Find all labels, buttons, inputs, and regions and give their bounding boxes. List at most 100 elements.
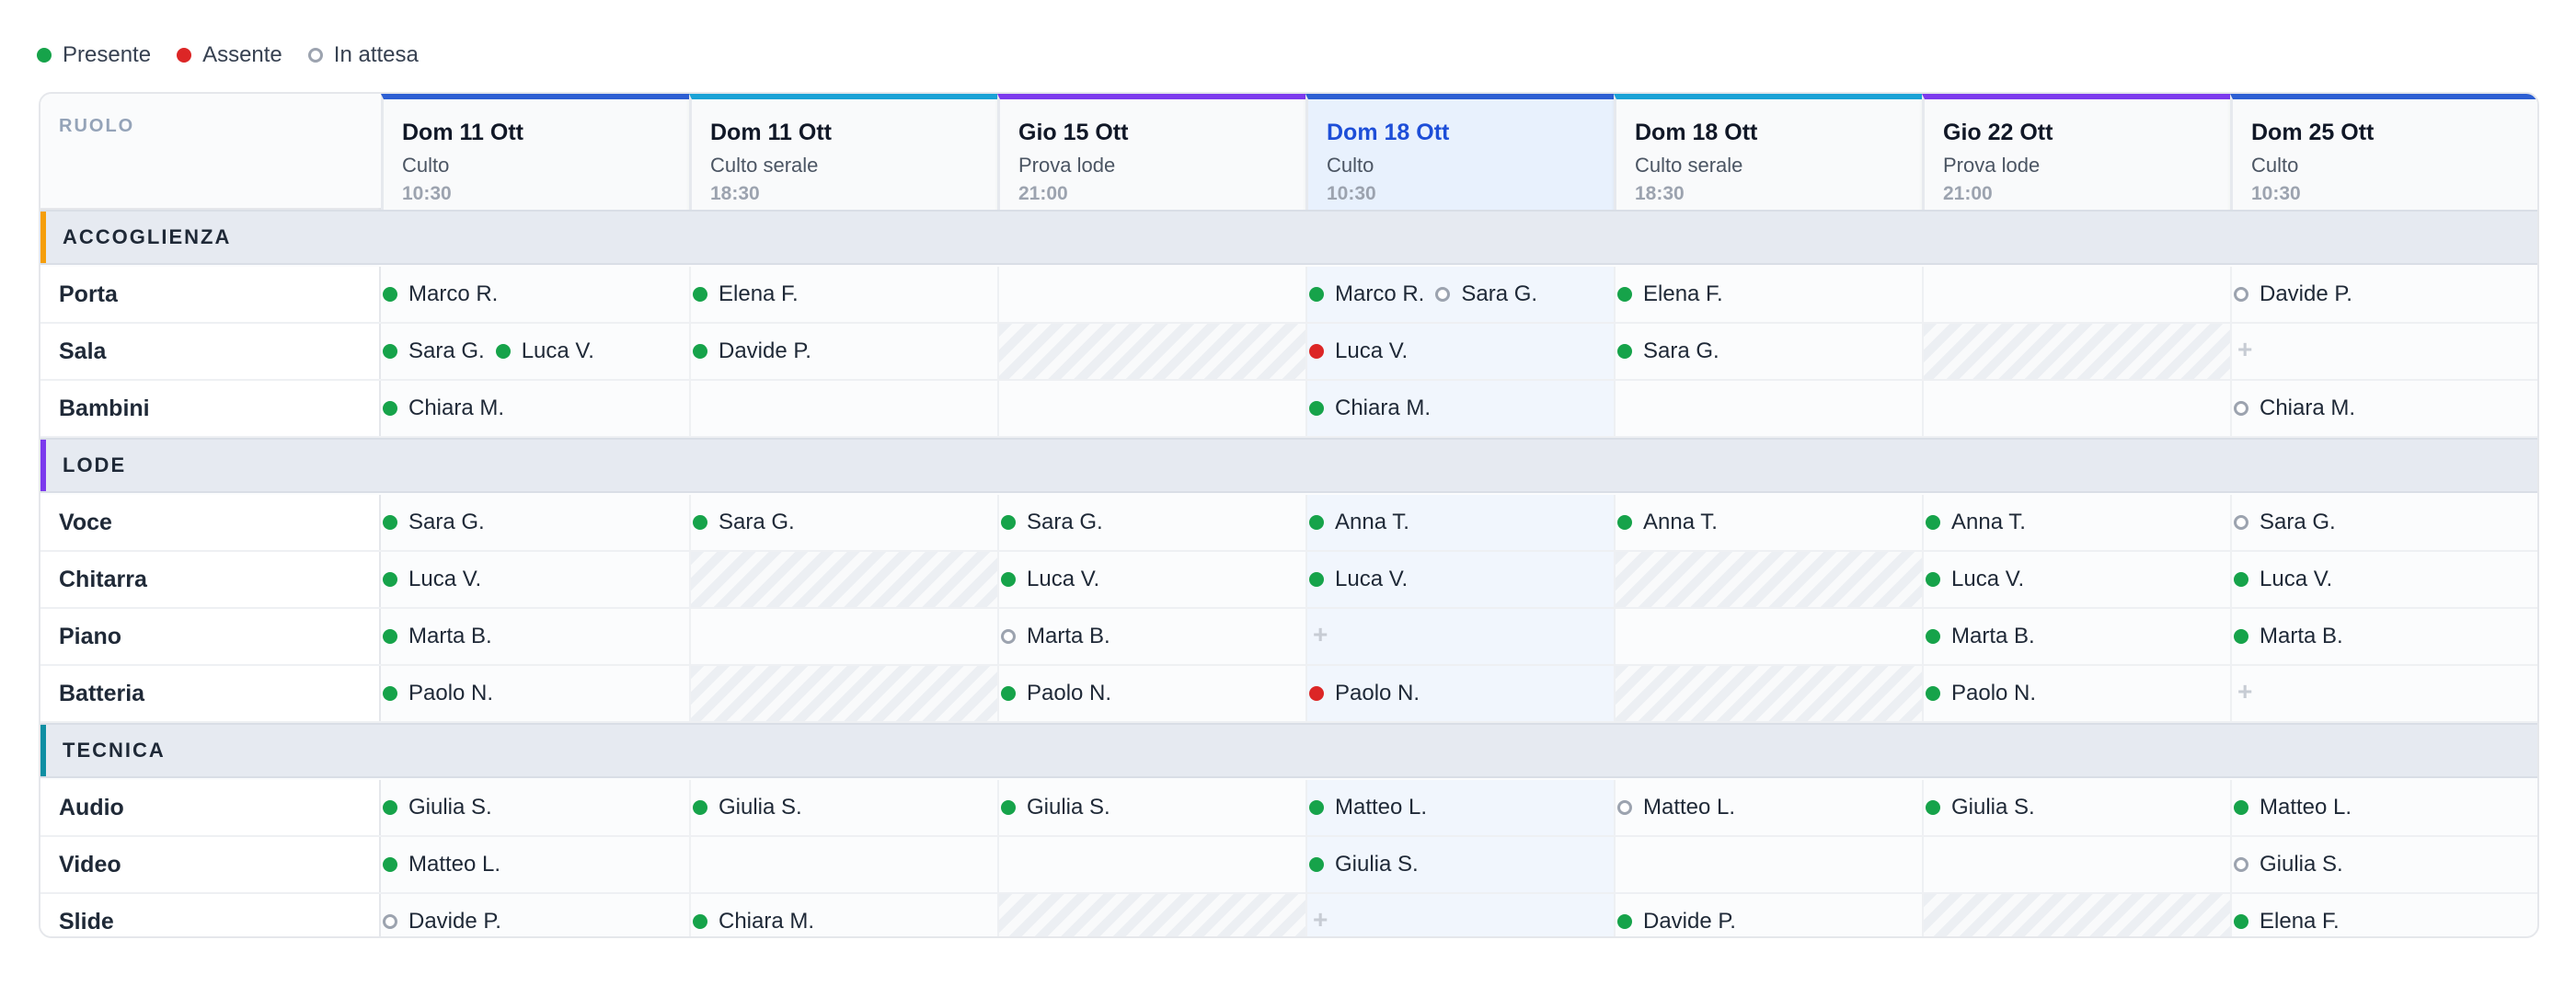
schedule-cell[interactable] (689, 552, 997, 607)
schedule-cell[interactable]: Matteo L. (2230, 780, 2537, 835)
schedule-cell[interactable]: Chiara M. (689, 894, 997, 936)
schedule-cell[interactable]: Marta B. (2230, 609, 2537, 664)
schedule-cell[interactable] (997, 267, 1305, 322)
volunteer-entry[interactable]: Davide P. (1617, 909, 1736, 934)
volunteer-entry[interactable]: Matteo L. (1309, 795, 1427, 820)
volunteer-entry[interactable]: Giulia S. (693, 795, 802, 820)
schedule-cell[interactable] (1614, 381, 1922, 436)
schedule-cell[interactable]: Paolo N. (997, 666, 1305, 721)
volunteer-entry[interactable]: Marta B. (1001, 624, 1110, 649)
volunteer-entry[interactable]: Marco R. (1309, 281, 1424, 307)
schedule-cell[interactable] (997, 837, 1305, 892)
schedule-cell[interactable]: Elena F. (2230, 894, 2537, 936)
add-volunteer-icon[interactable]: + (1313, 620, 1328, 648)
service-header-5[interactable]: Dom 18 Ott Culto serale 18:30 (1614, 94, 1922, 210)
schedule-cell[interactable]: Giulia S. (381, 780, 689, 835)
volunteer-entry[interactable]: Paolo N. (1309, 681, 1420, 706)
schedule-cell[interactable] (689, 837, 997, 892)
volunteer-entry[interactable]: Elena F. (1617, 281, 1723, 307)
volunteer-entry[interactable]: Chiara M. (383, 396, 504, 421)
schedule-cell[interactable]: Anna T. (1305, 495, 1614, 550)
schedule-cell[interactable] (1614, 666, 1922, 721)
schedule-cell[interactable]: Marco R. Sara G. (1305, 267, 1614, 322)
schedule-cell[interactable]: Paolo N. (1305, 666, 1614, 721)
volunteer-entry[interactable]: Marta B. (1926, 624, 2035, 649)
schedule-cell[interactable] (1922, 894, 2230, 936)
schedule-cell[interactable]: Elena F. (689, 267, 997, 322)
volunteer-entry[interactable]: Giulia S. (2234, 852, 2343, 877)
schedule-cell[interactable]: Chiara M. (1305, 381, 1614, 436)
schedule-cell[interactable] (1922, 324, 2230, 379)
schedule-cell[interactable]: + (1305, 894, 1614, 936)
schedule-cell[interactable]: Sara G. Luca V. (381, 324, 689, 379)
schedule-cell[interactable]: Matteo L. (1305, 780, 1614, 835)
volunteer-entry[interactable]: Giulia S. (383, 795, 492, 820)
schedule-cell[interactable] (1922, 381, 2230, 436)
volunteer-entry[interactable]: Davide P. (2234, 281, 2352, 307)
volunteer-entry[interactable]: Marta B. (383, 624, 492, 649)
schedule-cell[interactable]: Giulia S. (997, 780, 1305, 835)
volunteer-entry[interactable]: Luca V. (1309, 567, 1408, 592)
schedule-cell[interactable]: Davide P. (689, 324, 997, 379)
volunteer-entry[interactable]: Luca V. (1926, 567, 2024, 592)
schedule-cell[interactable] (689, 381, 997, 436)
volunteer-entry[interactable]: Elena F. (2234, 909, 2340, 934)
volunteer-entry[interactable]: Sara G. (1617, 338, 1719, 364)
schedule-cell[interactable] (1614, 837, 1922, 892)
volunteer-entry[interactable]: Giulia S. (1309, 852, 1419, 877)
volunteer-entry[interactable]: Matteo L. (2234, 795, 2352, 820)
schedule-cell[interactable] (1922, 267, 2230, 322)
volunteer-entry[interactable]: Luca V. (495, 338, 594, 364)
schedule-cell[interactable]: Paolo N. (381, 666, 689, 721)
schedule-cell[interactable] (997, 381, 1305, 436)
volunteer-entry[interactable]: Davide P. (693, 338, 811, 364)
schedule-cell[interactable]: Sara G. (1614, 324, 1922, 379)
volunteer-entry[interactable]: Chiara M. (1309, 396, 1431, 421)
service-header-3[interactable]: Gio 15 Ott Prova lode 21:00 (997, 94, 1305, 210)
volunteer-entry[interactable]: Paolo N. (383, 681, 493, 706)
schedule-cell[interactable]: Giulia S. (689, 780, 997, 835)
schedule-cell[interactable]: Luca V. (1305, 552, 1614, 607)
schedule-cell[interactable]: Luca V. (2230, 552, 2537, 607)
schedule-cell[interactable]: Matteo L. (381, 837, 689, 892)
volunteer-entry[interactable]: Marco R. (383, 281, 498, 307)
schedule-cell[interactable]: Luca V. (1305, 324, 1614, 379)
volunteer-entry[interactable]: Luca V. (1309, 338, 1408, 364)
schedule-cell[interactable]: Luca V. (1922, 552, 2230, 607)
service-header-6[interactable]: Gio 22 Ott Prova lode 21:00 (1922, 94, 2230, 210)
volunteer-entry[interactable]: Chiara M. (693, 909, 814, 934)
schedule-cell[interactable]: + (1305, 609, 1614, 664)
volunteer-entry[interactable]: Luca V. (383, 567, 481, 592)
schedule-cell[interactable]: Matteo L. (1614, 780, 1922, 835)
schedule-cell[interactable]: Marta B. (381, 609, 689, 664)
schedule-cell[interactable]: Chiara M. (2230, 381, 2537, 436)
schedule-cell[interactable]: Chiara M. (381, 381, 689, 436)
schedule-cell[interactable]: + (2230, 324, 2537, 379)
schedule-cell[interactable] (1614, 552, 1922, 607)
schedule-cell[interactable] (997, 894, 1305, 936)
volunteer-entry[interactable]: Sara G. (693, 510, 795, 535)
volunteer-entry[interactable]: Sara G. (2234, 510, 2336, 535)
volunteer-entry[interactable]: Chiara M. (2234, 396, 2355, 421)
volunteer-entry[interactable]: Sara G. (1435, 281, 1537, 307)
volunteer-entry[interactable]: Anna T. (1926, 510, 2026, 535)
schedule-cell[interactable] (997, 324, 1305, 379)
schedule-cell[interactable]: Paolo N. (1922, 666, 2230, 721)
schedule-cell[interactable] (689, 609, 997, 664)
volunteer-entry[interactable]: Anna T. (1309, 510, 1409, 535)
volunteer-entry[interactable]: Sara G. (383, 338, 485, 364)
schedule-cell[interactable]: Luca V. (381, 552, 689, 607)
volunteer-entry[interactable]: Marta B. (2234, 624, 2343, 649)
add-volunteer-icon[interactable]: + (2237, 677, 2253, 705)
volunteer-entry[interactable]: Sara G. (1001, 510, 1103, 535)
schedule-cell[interactable]: Marta B. (997, 609, 1305, 664)
schedule-cell[interactable]: Marco R. (381, 267, 689, 322)
schedule-cell[interactable]: Davide P. (1614, 894, 1922, 936)
schedule-cell[interactable]: Davide P. (2230, 267, 2537, 322)
service-header-7[interactable]: Dom 25 Ott Culto 10:30 (2230, 94, 2537, 210)
schedule-cell[interactable] (689, 666, 997, 721)
schedule-cell[interactable]: Giulia S. (1922, 780, 2230, 835)
schedule-cell[interactable]: Elena F. (1614, 267, 1922, 322)
service-header-1[interactable]: Dom 11 Ott Culto 10:30 (381, 94, 689, 210)
volunteer-entry[interactable]: Luca V. (1001, 567, 1099, 592)
